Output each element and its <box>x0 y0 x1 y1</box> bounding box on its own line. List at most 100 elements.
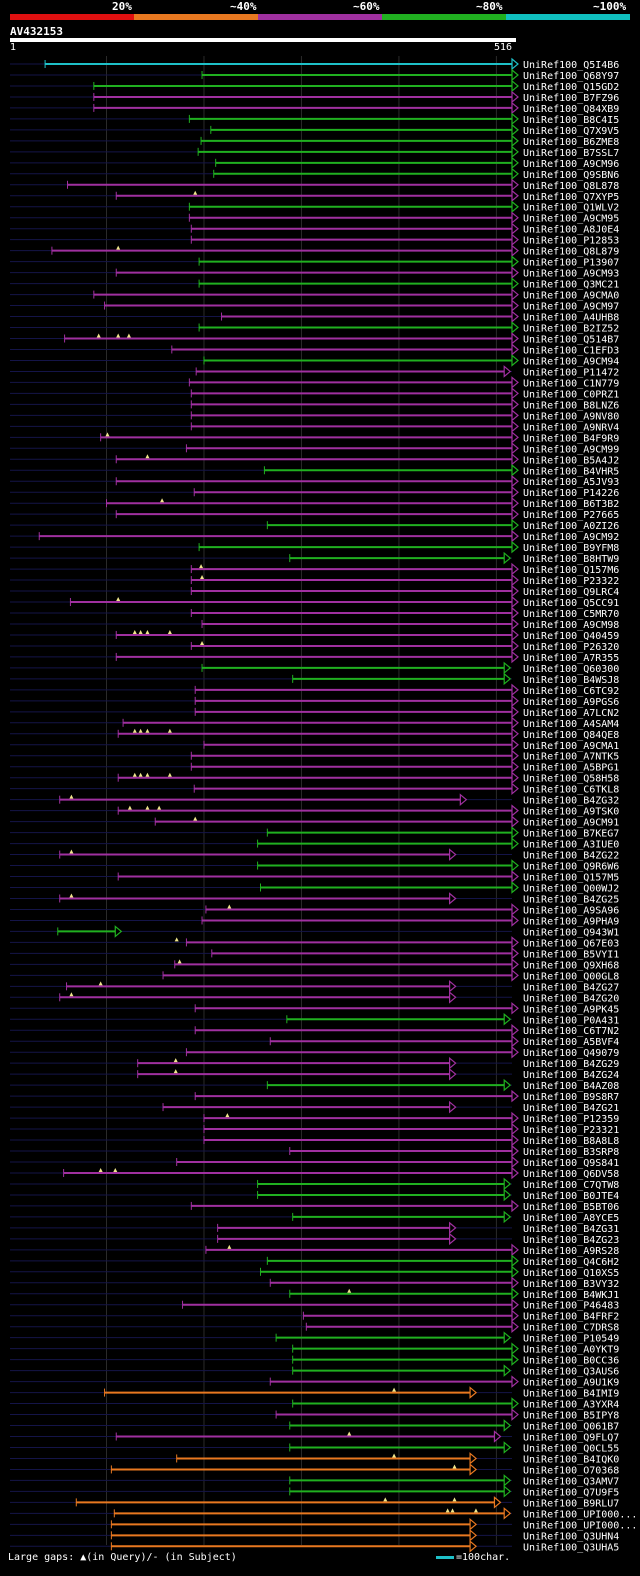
hit-arrow <box>449 1221 457 1235</box>
hit-arrow <box>469 1540 478 1553</box>
hit-label: UniRef100_A7R355 <box>523 653 619 664</box>
hit-arrow <box>449 991 457 1004</box>
hit-arrow <box>493 1496 502 1509</box>
hit-label: UniRef100_B4ZG27 <box>523 982 619 993</box>
hit-arrow <box>511 255 519 268</box>
hit-arrow <box>511 1353 519 1366</box>
hit-arrow <box>511 771 519 784</box>
hit-arrow <box>511 958 519 971</box>
hit-arrow <box>511 540 519 554</box>
hit-label: UniRef100_B4IMI9 <box>523 1389 619 1400</box>
hit-label: UniRef100_A9PK45 <box>523 1004 619 1015</box>
hit-arrow <box>449 1056 457 1070</box>
hit-label: UniRef100_Q84QE8 <box>523 730 619 741</box>
hit-arrow <box>511 1001 519 1015</box>
hit-arrow <box>449 980 457 993</box>
legend-label-5: ~100% <box>593 0 627 13</box>
ruler-start-label: 1 <box>10 42 17 53</box>
query-gap-marker <box>69 849 74 854</box>
hit-arrow <box>511 1342 519 1355</box>
hit-label: UniRef100_A9CMA1 <box>523 741 619 752</box>
hit-arrow <box>511 266 519 279</box>
hit-label: UniRef100_B5BT06 <box>523 1202 619 1213</box>
ruler-end-label: 516 <box>494 42 513 53</box>
hit-label: UniRef100_B4ZG31 <box>523 1224 619 1235</box>
hit-label: UniRef100_C6TC92 <box>523 686 619 697</box>
hit-arrow <box>511 343 519 356</box>
hit-label: UniRef100_Q4C6H2 <box>523 1257 619 1268</box>
query-gap-marker <box>199 564 204 569</box>
hit-label: UniRef100_Q9S841 <box>523 1158 619 1169</box>
hit-arrow <box>511 222 519 235</box>
hit-label: UniRef100_P23322 <box>523 576 619 587</box>
hit-arrow <box>511 123 519 137</box>
hit-arrow <box>449 1232 457 1246</box>
hit-arrow <box>511 463 519 477</box>
hit-label: UniRef100_P46483 <box>523 1301 619 1312</box>
hit-arrow <box>511 1397 519 1410</box>
hit-label: UniRef100_C7DRS8 <box>523 1323 619 1334</box>
query-gap-marker <box>132 772 137 777</box>
hit-label: UniRef100_Q15GD2 <box>523 82 619 93</box>
hit-arrow <box>459 793 468 806</box>
query-gap-marker <box>157 805 162 810</box>
hit-arrow <box>503 1012 512 1026</box>
query-gap-marker <box>116 245 121 250</box>
hit-label: UniRef100_B7FZ96 <box>523 93 619 104</box>
hit-arrow <box>511 859 519 872</box>
hit-arrow <box>511 288 519 301</box>
hit-arrow <box>511 1166 519 1180</box>
hit-label: UniRef100_B4ZG25 <box>523 894 619 905</box>
hit-arrow <box>511 189 519 203</box>
query-gap-marker <box>227 1244 232 1249</box>
hit-label: UniRef100_Q68Y97 <box>523 71 619 82</box>
hit-arrow <box>511 683 519 697</box>
query-gap-marker <box>69 794 74 799</box>
query-gap-marker <box>227 904 232 909</box>
hit-arrow <box>511 496 519 510</box>
hit-label: UniRef100_B4WKJ1 <box>523 1290 619 1301</box>
hit-arrow <box>511 584 519 598</box>
hit-label: UniRef100_B4ZG23 <box>523 1235 619 1246</box>
query-gap-marker <box>173 1058 178 1063</box>
hit-arrow <box>511 738 519 752</box>
hit-label: UniRef100_B0JTE4 <box>523 1191 619 1202</box>
hit-arrow <box>511 595 519 609</box>
hit-label: UniRef100_Q3UHA5 <box>523 1542 619 1553</box>
legend-segment-1 <box>10 14 134 20</box>
hit-label: UniRef100_P13907 <box>523 258 619 269</box>
hit-arrow <box>469 1386 478 1399</box>
hit-label: UniRef100_B3SRP8 <box>523 1147 619 1158</box>
hit-arrow <box>511 1408 519 1421</box>
scale-key: =100char. <box>436 1552 510 1563</box>
hit-label: UniRef100_Q49079 <box>523 1048 619 1059</box>
query-gap-marker <box>225 1113 230 1118</box>
hit-label: UniRef100_Q84XB9 <box>523 104 619 115</box>
hit-arrow <box>511 1320 519 1333</box>
hit-label: UniRef100_B8LNZ6 <box>523 400 619 411</box>
hit-label: UniRef100_B4ZG32 <box>523 796 619 807</box>
hit-label: UniRef100_A4SAM4 <box>523 719 619 730</box>
query-gap-marker <box>177 959 182 964</box>
hit-arrow <box>449 1067 457 1081</box>
hit-label: UniRef100_Q157M5 <box>523 873 619 884</box>
hit-label: UniRef100_B6ZME8 <box>523 137 619 148</box>
legend-segment-2 <box>134 14 258 20</box>
hit-label: UniRef100_A9SA96 <box>523 905 619 916</box>
hit-label: UniRef100_P27665 <box>523 510 619 521</box>
hit-arrow <box>503 365 512 378</box>
hit-label: UniRef100_A4UHB8 <box>523 313 619 324</box>
query-gap-marker <box>116 333 121 338</box>
hit-arrow <box>511 387 519 400</box>
hit-label: UniRef100_B4ZG21 <box>523 1103 619 1114</box>
hit-arrow <box>511 1375 519 1388</box>
hit-label: UniRef100_Q7XYP5 <box>523 192 619 203</box>
query-gap-marker <box>138 772 143 777</box>
hit-arrow <box>511 1023 519 1037</box>
hit-label: UniRef100_C5MR70 <box>523 609 619 620</box>
query-gap-marker <box>138 629 143 634</box>
hit-arrow <box>503 1364 512 1377</box>
hit-label: UniRef100_O70368 <box>523 1465 619 1476</box>
legend-label-3: ~60% <box>353 0 380 13</box>
query-gap-marker <box>450 1508 455 1513</box>
